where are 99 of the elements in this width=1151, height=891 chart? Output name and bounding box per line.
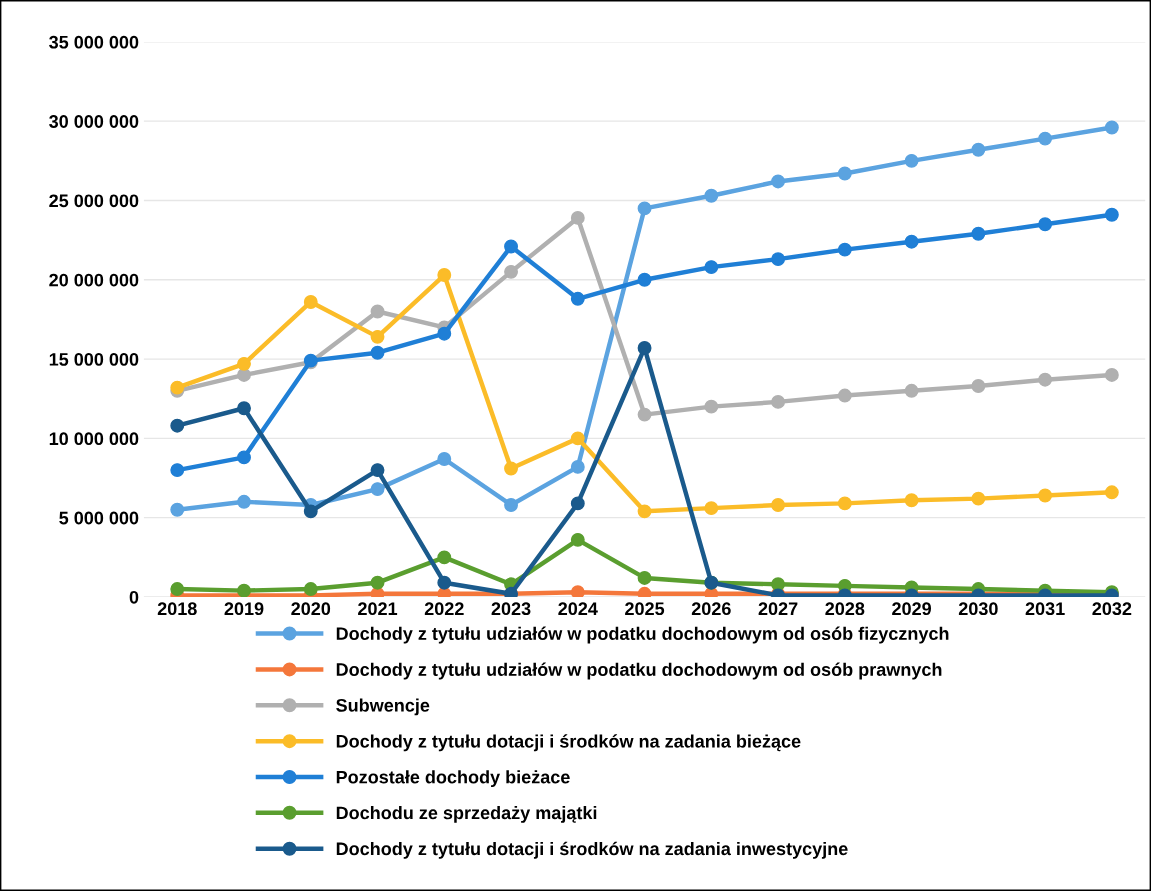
- x-tick-label: 2031: [1025, 602, 1065, 616]
- point: [437, 268, 452, 282]
- point: [837, 496, 852, 511]
- y-tick-label: 20 000 000: [49, 273, 139, 287]
- point: [1104, 485, 1119, 500]
- point: [504, 461, 518, 476]
- point: [1104, 367, 1119, 382]
- x-tick-label: 2018: [157, 602, 197, 616]
- point: [237, 494, 251, 509]
- x-tick-label: 2022: [424, 602, 464, 616]
- y-tick-label: 30 000 000: [49, 115, 139, 128]
- point: [570, 431, 585, 446]
- point: [637, 407, 652, 422]
- x-tick-label: 2021: [358, 602, 398, 616]
- point: [704, 260, 719, 275]
- point: [570, 532, 585, 547]
- legend-label: Pozostałe dochody bieżace: [336, 770, 570, 788]
- point: [237, 450, 251, 465]
- point: [504, 239, 518, 254]
- point: [1038, 131, 1053, 146]
- point: [637, 341, 652, 355]
- point: [971, 142, 986, 157]
- point: [237, 356, 251, 371]
- x-tick-label: 2024: [558, 602, 598, 616]
- x-tick-label: 2029: [892, 602, 932, 616]
- x-tick-label: 2025: [625, 602, 665, 616]
- point: [637, 570, 652, 585]
- point: [904, 153, 919, 168]
- point: [971, 491, 986, 506]
- point: [170, 502, 185, 517]
- point: [637, 504, 652, 519]
- point: [237, 401, 251, 416]
- point: [437, 452, 452, 466]
- point: [971, 379, 986, 393]
- y-tick-label: 10 000 000: [49, 432, 139, 446]
- point: [370, 345, 385, 360]
- point: [771, 252, 786, 267]
- point: [1038, 217, 1053, 232]
- point: [1038, 372, 1053, 387]
- y-tick-label: 25 000 000: [49, 194, 139, 208]
- point: [504, 264, 518, 279]
- y-tick-label: 0: [129, 590, 139, 604]
- point: [170, 418, 185, 433]
- point: [370, 329, 385, 344]
- point: [370, 463, 385, 478]
- point: [837, 388, 852, 403]
- x-tick-label: 2030: [958, 602, 998, 616]
- point: [771, 174, 786, 189]
- legend-label: Dochody z tytułu udziałów w podatku dochodowym od osób fizycznych: [336, 626, 949, 644]
- y-tick-label: 15 000 000: [49, 353, 139, 366]
- point: [437, 326, 452, 341]
- point: [303, 582, 318, 596]
- point: [437, 575, 452, 590]
- y-tick-label: 35 000 000: [49, 35, 139, 49]
- point: [1104, 120, 1119, 135]
- point: [570, 496, 585, 511]
- point: [570, 459, 585, 474]
- point: [437, 550, 452, 565]
- y-tick-label: 5 000 000: [59, 511, 139, 525]
- legend-label: Dochody z tytułu udziałów w podatku dochodowym od osób prawnych: [336, 662, 942, 680]
- point: [704, 501, 719, 516]
- x-tick-label: 2027: [758, 602, 798, 616]
- legend-label: Dochodu ze sprzedaży majątki: [336, 806, 597, 823]
- legend-label: Dochody z tytułu dotacji i środków na zadania bieżące: [336, 734, 801, 752]
- point: [170, 582, 185, 596]
- point: [771, 394, 786, 409]
- point: [370, 482, 385, 497]
- x-tick-label: 2028: [825, 602, 865, 616]
- point: [704, 188, 719, 203]
- legend-label: Subwencje: [336, 698, 430, 716]
- point: [704, 399, 719, 414]
- point: [637, 201, 652, 216]
- point: [570, 210, 585, 225]
- point: [303, 504, 318, 519]
- x-tick-label: 2032: [1092, 602, 1132, 616]
- point: [1038, 488, 1053, 503]
- point: [771, 577, 786, 592]
- x-tick-label: 2019: [224, 602, 264, 616]
- point: [971, 226, 986, 241]
- point: [637, 272, 652, 287]
- legend-label: Dochody z tytułu dotacji i środków na zadania inwestycyjne: [336, 841, 848, 859]
- point: [904, 383, 919, 398]
- point: [837, 242, 852, 257]
- point: [370, 304, 385, 319]
- point: [370, 575, 385, 590]
- point: [570, 291, 585, 306]
- point: [570, 585, 585, 597]
- point: [1104, 207, 1119, 222]
- point: [771, 498, 786, 512]
- x-tick-label: 2020: [291, 602, 331, 616]
- x-tick-label: 2026: [691, 602, 731, 616]
- point: [170, 463, 185, 478]
- point: [904, 234, 919, 249]
- point: [303, 295, 318, 309]
- point: [237, 583, 251, 597]
- point: [837, 166, 852, 181]
- point: [504, 498, 518, 512]
- point: [904, 493, 919, 508]
- x-tick-label: 2023: [491, 602, 531, 616]
